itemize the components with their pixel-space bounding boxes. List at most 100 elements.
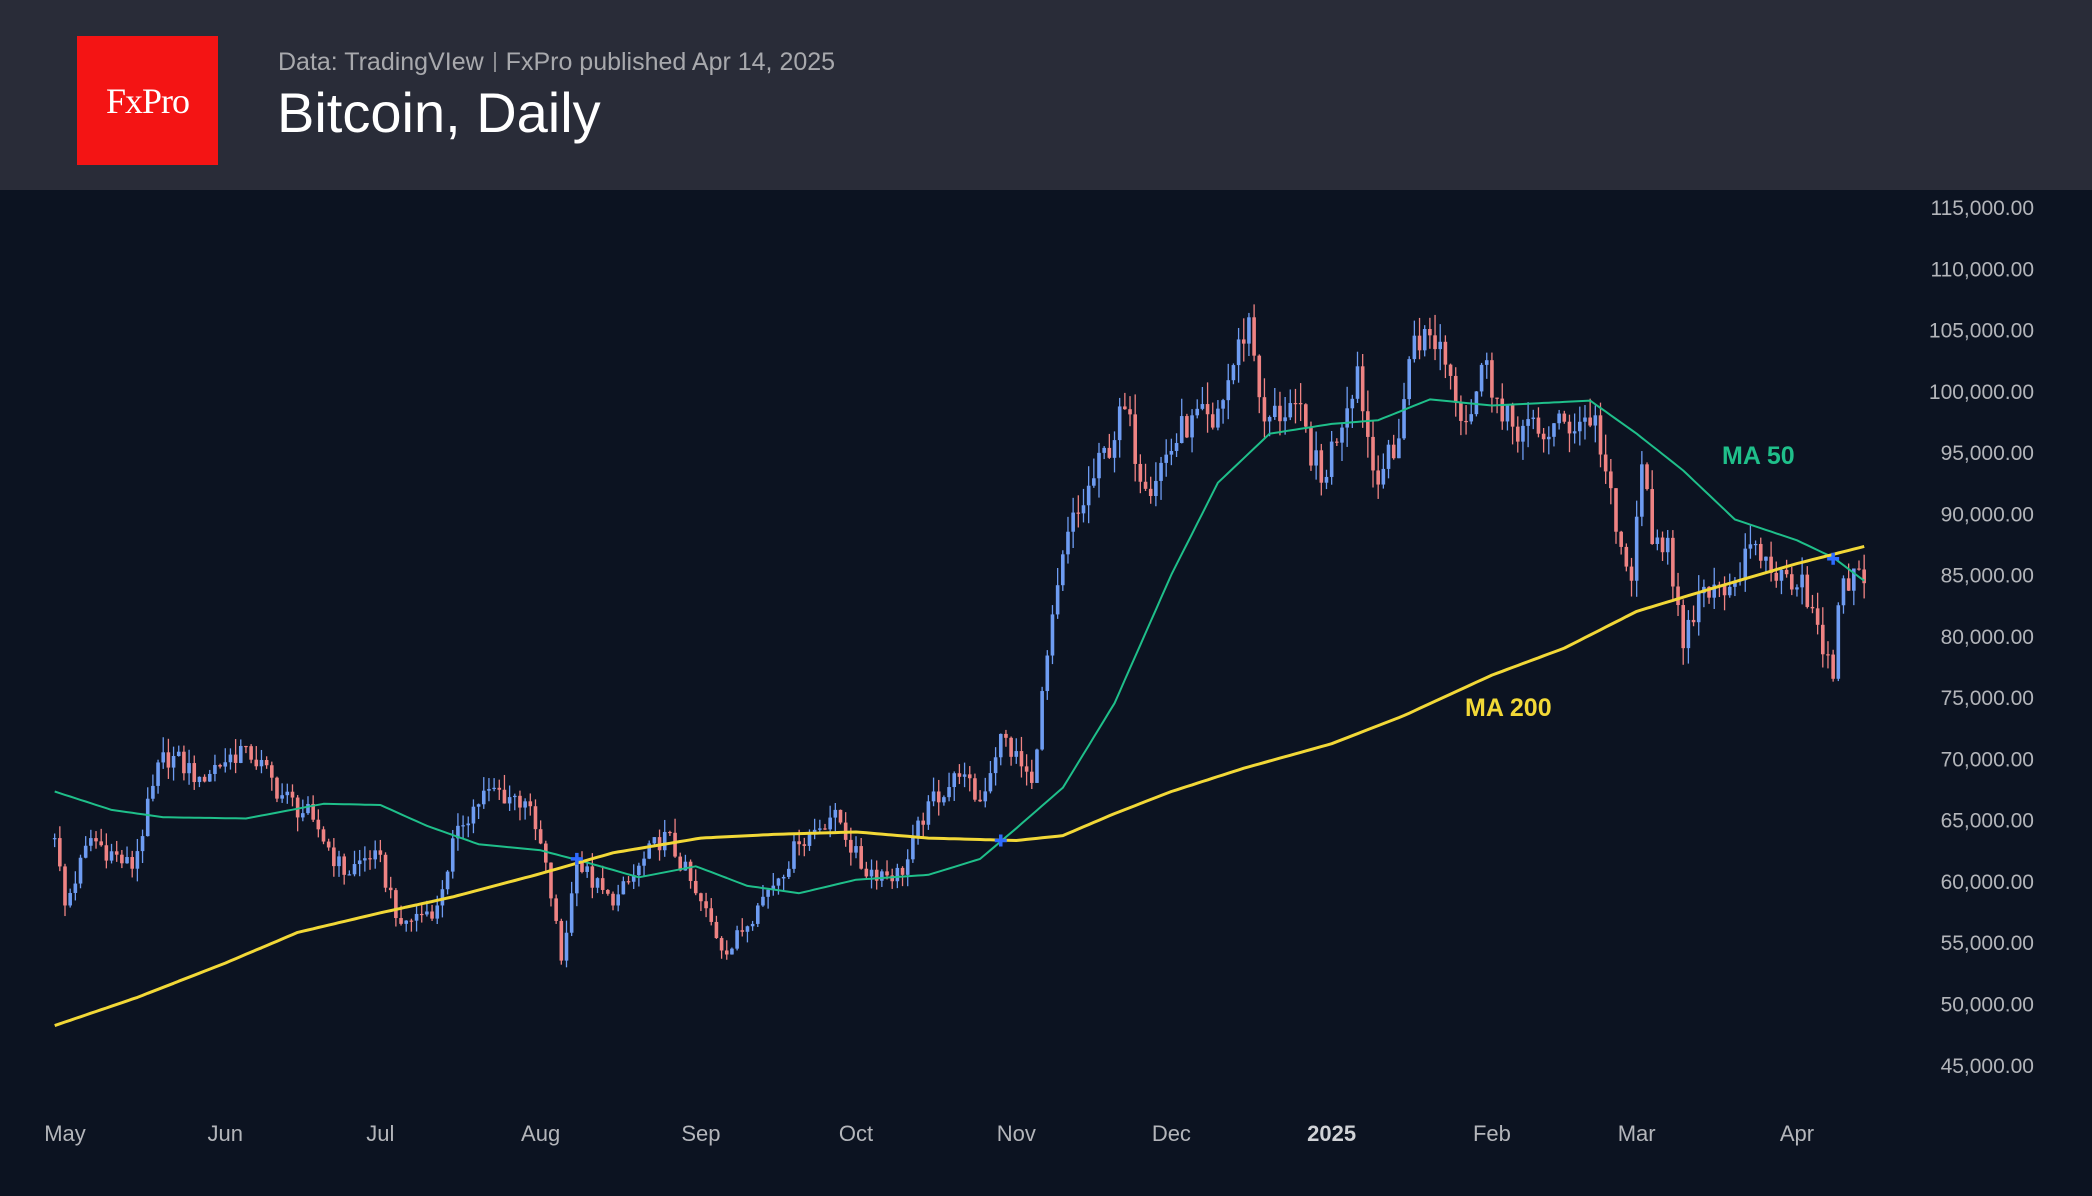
candle-body (492, 787, 496, 790)
candle-body (688, 861, 693, 881)
candle-body (683, 861, 688, 871)
candle-body (1764, 556, 1768, 561)
header: FxPro Data: TradingVIew FxPro published A… (0, 0, 2092, 190)
candle-body (440, 889, 445, 906)
fxpro-logo: FxPro (77, 36, 218, 165)
candle-body (94, 838, 98, 842)
candle-body (755, 905, 760, 924)
candle-body (1081, 505, 1086, 514)
published-date: FxPro published Apr 14, 2025 (505, 48, 836, 76)
candle-body (766, 889, 770, 897)
candle-body (140, 836, 145, 852)
candle-body (724, 950, 729, 955)
candle-body (1583, 417, 1587, 422)
candle-body (512, 795, 517, 798)
candle-body (1045, 655, 1050, 692)
candle-body (905, 859, 910, 875)
candle-body (1417, 335, 1422, 351)
candle-body (1185, 416, 1189, 438)
candle-body (895, 867, 900, 882)
candle-body (1329, 441, 1334, 477)
candle-body (1495, 397, 1499, 399)
candle-body (1407, 359, 1411, 400)
candle-body (544, 843, 548, 863)
candle-body (1433, 335, 1437, 350)
candle-body (590, 866, 595, 888)
y-tick-label: 70,000.00 (1941, 748, 2034, 771)
candle-body (1381, 468, 1386, 485)
candle-body (290, 791, 295, 798)
candle-body (1448, 364, 1453, 376)
candle-body (1609, 471, 1613, 489)
candle-body (585, 866, 589, 872)
candle-body (1278, 405, 1282, 422)
candle-body (533, 806, 538, 830)
candle-body (1019, 751, 1024, 767)
candle-body (1035, 749, 1039, 783)
candle-body (1004, 733, 1008, 738)
candle-body (647, 843, 652, 859)
separator (493, 52, 496, 72)
candle-body (259, 759, 264, 767)
candle-body (1557, 413, 1561, 424)
candle-body (104, 845, 109, 861)
candle-body (1071, 512, 1075, 532)
candle-body (301, 813, 305, 818)
candles (52, 304, 1866, 968)
candle-body (880, 871, 884, 881)
candle-body (1671, 537, 1675, 587)
candle-body (1024, 766, 1029, 772)
candle-body (1479, 364, 1484, 392)
candle-body (1862, 569, 1866, 584)
candle-body (399, 918, 403, 924)
candle-body (1655, 537, 1660, 544)
candle-body (626, 881, 631, 883)
candle-body (1366, 411, 1370, 437)
candle-body (962, 774, 967, 777)
candle-body (1552, 423, 1556, 437)
candle-body (192, 763, 197, 783)
candle-body (1102, 447, 1106, 453)
candle-body (745, 926, 750, 932)
candle-body (151, 785, 155, 799)
candle-body (1593, 415, 1598, 426)
candle-body (1221, 400, 1225, 409)
candle-body (1707, 586, 1711, 598)
candle-body (1841, 578, 1846, 606)
candle-body (1826, 654, 1830, 656)
candle-body (1453, 375, 1458, 403)
candle-body (456, 825, 460, 839)
candle-body (388, 887, 393, 891)
candle-body (497, 787, 502, 790)
candle-body (321, 829, 326, 842)
candle-body (823, 828, 827, 830)
candle-body (383, 854, 388, 888)
candle-body (600, 878, 605, 890)
candle-body (466, 823, 471, 826)
candle-body (419, 913, 424, 916)
candle-body (1066, 531, 1070, 555)
candle-body (797, 841, 801, 845)
ma50-line (54, 398, 1865, 895)
candle-body (233, 754, 238, 763)
candle-body (1086, 485, 1091, 506)
candle-body (1252, 317, 1256, 356)
x-tick-label: May (44, 1121, 86, 1146)
candle-body (197, 776, 202, 783)
candle-body (1267, 417, 1272, 422)
candle-body (1603, 454, 1608, 472)
candle-body (931, 791, 936, 802)
y-tick-label: 90,000.00 (1941, 503, 2034, 526)
candle-body (1190, 415, 1194, 438)
candle-body (109, 851, 114, 861)
candle-body (771, 885, 776, 890)
candle-body (1231, 365, 1236, 381)
candle-body (942, 797, 946, 803)
candle-body (714, 921, 719, 939)
candle-body (1753, 543, 1758, 546)
candle-body (678, 856, 683, 871)
candle-body (68, 892, 72, 906)
candle-body (52, 838, 57, 840)
candle-body (1293, 403, 1298, 405)
candle-body (207, 773, 212, 782)
